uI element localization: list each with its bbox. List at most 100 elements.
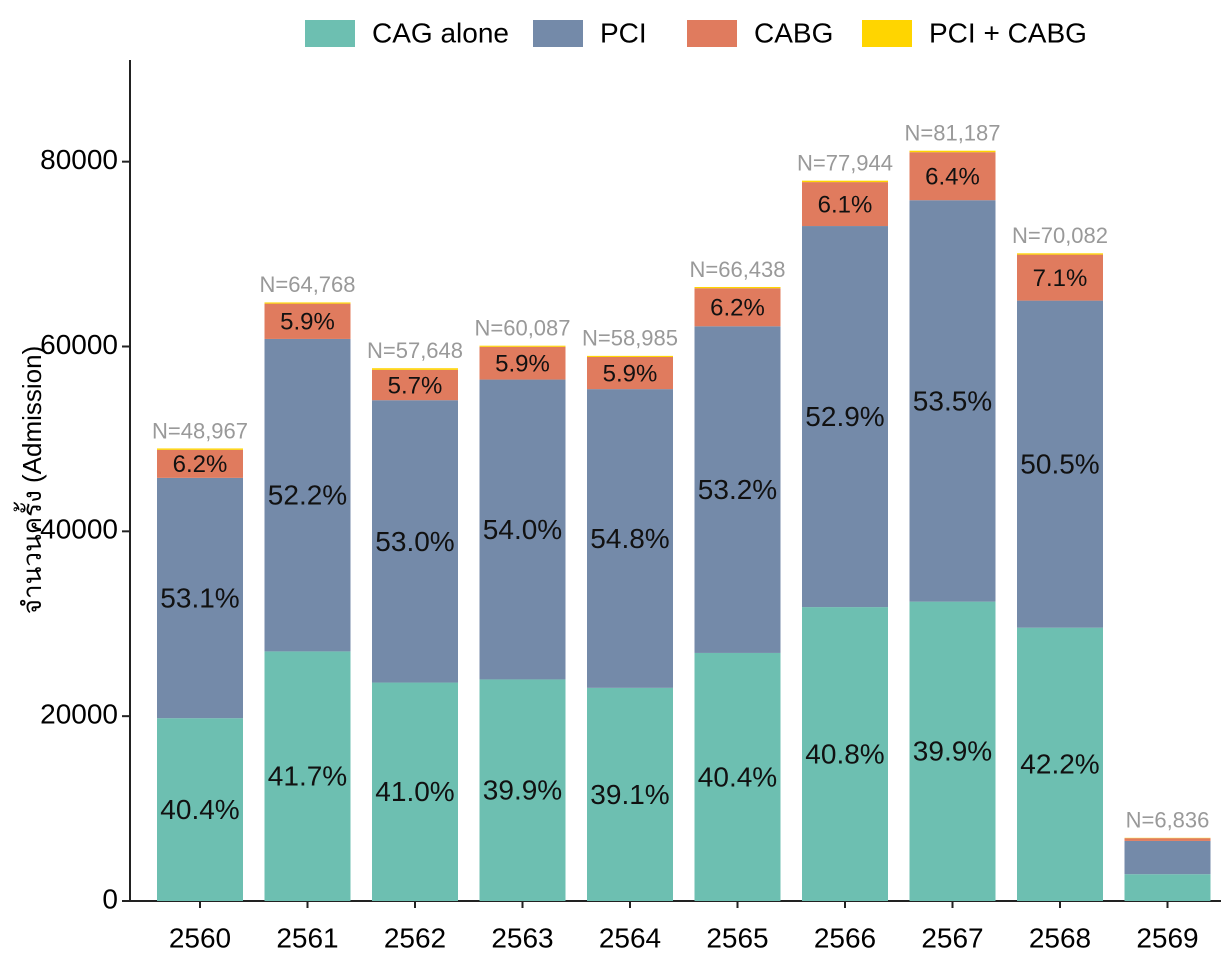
bar-segment	[909, 152, 996, 201]
bar-segment	[1124, 838, 1211, 841]
x-tick-label: 2566	[814, 922, 876, 953]
segment-label: 7.1%	[1033, 265, 1088, 292]
legend-swatch	[862, 20, 912, 47]
segment-label: 42.2%	[1020, 749, 1099, 780]
bar-segment	[157, 718, 243, 901]
bar-segment	[694, 326, 781, 653]
x-tick-label: 2563	[491, 922, 553, 953]
segment-label: 39.9%	[483, 775, 562, 806]
total-label: N=48,967	[152, 418, 248, 443]
bar-segment	[264, 302, 351, 304]
bar-segment	[264, 303, 351, 339]
segment-label: 41.0%	[375, 776, 454, 807]
y-tick-label: 0	[102, 883, 118, 914]
bar-segment	[1124, 840, 1211, 875]
bar-segment	[479, 379, 566, 680]
legend-swatch	[687, 20, 737, 47]
y-tick-label: 40000	[40, 514, 118, 545]
total-label: N=58,985	[582, 326, 678, 351]
bar-segment	[909, 150, 996, 153]
bar-segment	[157, 448, 243, 450]
bar-segment	[372, 369, 458, 401]
bar-segment	[802, 182, 888, 227]
segment-label: 39.9%	[913, 736, 992, 767]
segment-label: 41.7%	[268, 761, 347, 792]
bar-segment	[694, 652, 781, 901]
segment-label: 40.8%	[805, 738, 884, 769]
bar-segment	[372, 368, 458, 370]
y-axis-label: จำนวนครั้ง (Admission)	[13, 346, 47, 615]
bar-segment	[479, 679, 566, 901]
total-label: N=70,082	[1012, 223, 1108, 248]
total-label: N=77,944	[797, 150, 893, 175]
segment-label: 40.4%	[160, 794, 239, 825]
bar-segment	[802, 226, 888, 608]
bar-segment	[479, 345, 566, 347]
segment-label: 52.2%	[268, 480, 347, 511]
bar-segment	[909, 200, 996, 602]
segment-label: 52.9%	[805, 401, 884, 432]
bar-segment	[1017, 627, 1103, 901]
segment-label: 6.2%	[173, 451, 228, 478]
segment-label: 39.1%	[590, 779, 669, 810]
legend-label: PCI + CABG	[929, 17, 1087, 48]
segment-label: 40.4%	[698, 761, 777, 792]
y-tick-label: 20000	[40, 699, 118, 730]
bar-segment	[587, 687, 673, 901]
y-tick-label: 80000	[40, 144, 118, 175]
segment-label: 5.9%	[280, 309, 335, 336]
segment-label: 5.9%	[495, 351, 550, 378]
legend-swatch	[533, 20, 583, 47]
total-label: N=64,768	[259, 272, 355, 297]
x-tick-label: 2564	[599, 922, 661, 953]
segment-label: 6.4%	[925, 164, 980, 191]
bar-segment	[264, 338, 351, 652]
x-tick-label: 2561	[276, 922, 338, 953]
bar-segment	[1124, 874, 1211, 901]
x-tick-label: 2565	[706, 922, 768, 953]
bar-segment	[372, 682, 458, 901]
total-label: N=81,187	[904, 121, 1000, 146]
bar-segment	[694, 286, 781, 289]
legend-label: CAG alone	[372, 17, 509, 48]
legend-swatch	[305, 20, 355, 47]
total-label: N=6,836	[1126, 808, 1210, 833]
y-tick-label: 60000	[40, 329, 118, 360]
segment-label: 53.0%	[375, 526, 454, 557]
legend-label: PCI	[600, 17, 647, 48]
x-tick-label: 2569	[1136, 922, 1198, 953]
x-tick-label: 2567	[921, 922, 983, 953]
bar-segment	[479, 346, 566, 380]
total-label: N=66,438	[689, 257, 785, 282]
segment-label: 5.7%	[388, 372, 443, 399]
segment-label: 53.5%	[913, 385, 992, 416]
segment-label: 54.0%	[483, 514, 562, 545]
bar-segment	[587, 356, 673, 390]
bar-segment	[802, 180, 888, 183]
x-tick-label: 2568	[1029, 922, 1091, 953]
bar-segment	[372, 400, 458, 683]
segment-label: 6.1%	[818, 191, 873, 218]
bar-segment	[1017, 254, 1103, 301]
segment-label: 5.9%	[603, 360, 658, 387]
legend-label: CABG	[754, 17, 833, 48]
bar-segment	[587, 389, 673, 688]
segment-label: 54.8%	[590, 523, 669, 554]
bar-segment	[157, 477, 243, 719]
x-tick-label: 2560	[169, 922, 231, 953]
bar-segment	[694, 288, 781, 327]
segment-label: 53.2%	[698, 474, 777, 505]
segment-label: 50.5%	[1020, 449, 1099, 480]
bar-segment	[587, 355, 673, 357]
segment-label: 6.2%	[710, 295, 765, 322]
bar-segment	[1017, 253, 1103, 255]
total-label: N=60,087	[474, 316, 570, 341]
x-tick-label: 2562	[384, 922, 446, 953]
bar-segment	[909, 601, 996, 901]
bar-segment	[157, 449, 243, 478]
segment-label: 53.1%	[160, 582, 239, 613]
bar-segment	[802, 607, 888, 901]
bar-segment	[1017, 300, 1103, 628]
total-label: N=57,648	[367, 338, 463, 363]
